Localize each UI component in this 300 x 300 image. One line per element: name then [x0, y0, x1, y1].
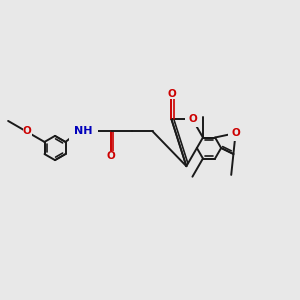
Text: O: O [23, 126, 32, 136]
Text: O: O [106, 152, 115, 161]
Text: O: O [188, 114, 197, 124]
Text: NH: NH [74, 126, 93, 136]
Text: O: O [167, 89, 176, 99]
Text: O: O [231, 128, 240, 138]
